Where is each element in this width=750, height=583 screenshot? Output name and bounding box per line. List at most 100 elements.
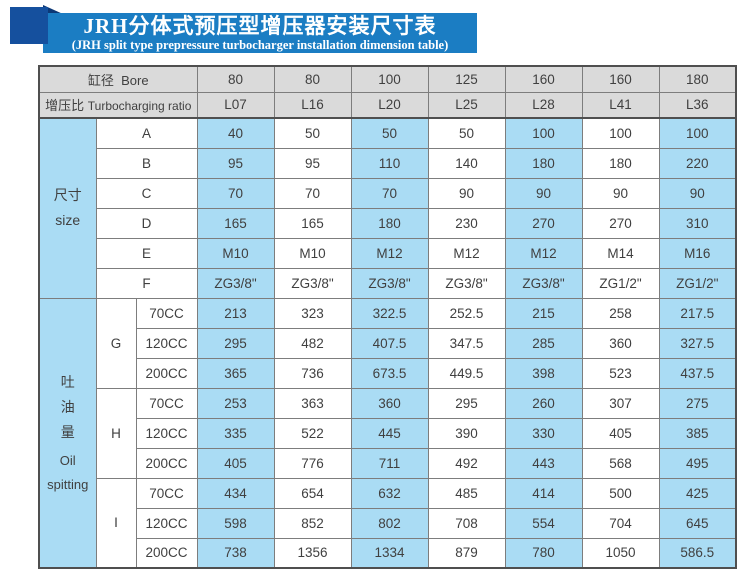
bore-label-zh: 缸径 (87, 72, 114, 88)
data-cell: 1334 (350, 537, 429, 569)
data-cell: 482 (273, 327, 352, 359)
ratio-value-cell: L20 (350, 91, 429, 119)
data-cell: M10 (273, 237, 352, 269)
cc-cell: 70CC (135, 297, 198, 329)
data-cell: 598 (196, 507, 275, 539)
data-cell: M14 (581, 237, 660, 269)
cc-cell: 120CC (135, 507, 198, 539)
data-cell: 586.5 (658, 537, 737, 569)
oil-section-letter: G (95, 297, 137, 389)
data-cell: 217.5 (658, 297, 737, 329)
data-cell: 295 (427, 387, 506, 419)
data-cell: 252.5 (427, 297, 506, 329)
data-cell: 100 (581, 117, 660, 149)
data-cell: ZG1/2" (658, 267, 737, 299)
data-cell: ZG3/8" (196, 267, 275, 299)
data-cell: 90 (427, 177, 506, 209)
data-cell: 1050 (581, 537, 660, 569)
bore-value-cell: 180 (658, 65, 737, 93)
ratio-value-cell: L07 (196, 91, 275, 119)
data-cell: 645 (658, 507, 737, 539)
data-cell: 275 (658, 387, 737, 419)
page-title: JRH分体式预压型增压器安装尺寸表 (83, 14, 437, 38)
oil-label-en-1: Oil (59, 453, 76, 469)
data-cell: 492 (427, 447, 506, 479)
data-cell: 407.5 (350, 327, 429, 359)
row-ratio: 增压比 Turbocharging ratio L07 L16 L20 L25 … (38, 91, 737, 119)
data-cell: ZG3/8" (504, 267, 583, 299)
row-oil-H-70cc: H 70CC 253 363 360 295 260 307 275 (39, 387, 737, 479)
data-cell: ZG1/2" (581, 267, 660, 299)
data-cell: M12 (504, 237, 583, 269)
data-cell: 90 (504, 177, 583, 209)
oil-section-letter: H (95, 387, 137, 479)
cc-cell: 200CC (135, 447, 198, 479)
data-cell: 568 (581, 447, 660, 479)
data-cell: 443 (504, 447, 583, 479)
row-size-E: E M10 M10 M12 M12 M12 M14 M16 (39, 237, 737, 269)
bore-header-cell: 缸径 Bore (38, 65, 198, 93)
data-cell: 270 (581, 207, 660, 239)
bore-value-cell: 100 (350, 65, 429, 93)
data-cell: 673.5 (350, 357, 429, 389)
data-cell: 363 (273, 387, 352, 419)
cc-cell: 70CC (135, 477, 198, 509)
data-cell: 495 (658, 447, 737, 479)
bore-value-cell: 80 (196, 65, 275, 93)
data-cell: 307 (581, 387, 660, 419)
bore-value-cell: 125 (427, 65, 506, 93)
data-cell: 310 (658, 207, 737, 239)
ratio-label-zh: 增压比 (45, 98, 85, 114)
data-cell: 736 (273, 357, 352, 389)
data-cell: 323 (273, 297, 352, 329)
cc-cell: 120CC (135, 417, 198, 449)
ratio-label-en: Turbocharging ratio (87, 99, 192, 114)
oil-group-cell: 吐油量 Oil spitting (38, 297, 97, 569)
data-cell: 90 (658, 177, 737, 209)
ratio-header-cell: 增压比 Turbocharging ratio (38, 91, 198, 119)
data-cell: 437.5 (658, 357, 737, 389)
row-oil-I-120cc: 120CC 598 852 802 708 554 704 645 (39, 507, 737, 539)
row-oil-I-200cc: 200CC 738 1356 1334 879 780 1050 586.5 (39, 537, 737, 569)
title-banner: JRH分体式预压型增压器安装尺寸表 (JRH split type prepre… (43, 13, 477, 53)
cc-cell: 70CC (135, 387, 198, 419)
data-cell: 165 (273, 207, 352, 239)
data-cell: 95 (273, 147, 352, 179)
ratio-value-cell: L28 (504, 91, 583, 119)
data-cell: 100 (658, 117, 737, 149)
data-cell: 50 (427, 117, 506, 149)
data-cell: 365 (196, 357, 275, 389)
data-cell: M12 (427, 237, 506, 269)
data-cell: 70 (196, 177, 275, 209)
row-oil-G-120cc: 120CC 295 482 407.5 347.5 285 360 327.5 (39, 327, 737, 359)
row-size-F: F ZG3/8" ZG3/8" ZG3/8" ZG3/8" ZG3/8" ZG1… (39, 267, 737, 299)
data-cell: 100 (504, 117, 583, 149)
row-size-A: 尺寸 size A 40 50 50 50 100 100 100 (38, 117, 737, 299)
data-cell: 215 (504, 297, 583, 329)
data-cell: 40 (196, 117, 275, 149)
size-row-letter: E (95, 237, 198, 269)
data-cell: 95 (196, 147, 275, 179)
data-cell: 398 (504, 357, 583, 389)
data-cell: 405 (196, 447, 275, 479)
data-cell: 360 (581, 327, 660, 359)
data-cell: 704 (581, 507, 660, 539)
data-cell: 780 (504, 537, 583, 569)
data-cell: 70 (350, 177, 429, 209)
row-oil-H-200cc: 200CC 405 776 711 492 443 568 495 (39, 447, 737, 479)
data-cell: 425 (658, 477, 737, 509)
ratio-value-cell: L36 (658, 91, 737, 119)
banner-corner-square (10, 7, 48, 44)
data-cell: ZG3/8" (350, 267, 429, 299)
oil-section-letter: I (95, 477, 137, 569)
data-cell: 110 (350, 147, 429, 179)
row-oil-H-120cc: 120CC 335 522 445 390 330 405 385 (39, 417, 737, 449)
data-cell: 500 (581, 477, 660, 509)
row-size-C: C 70 70 70 90 90 90 90 (39, 177, 737, 209)
bore-value-cell: 80 (273, 65, 352, 93)
data-cell: 335 (196, 417, 275, 449)
ratio-value-cell: L25 (427, 91, 506, 119)
ratio-value-cell: L41 (581, 91, 660, 119)
data-cell: ZG3/8" (273, 267, 352, 299)
data-cell: 220 (658, 147, 737, 179)
